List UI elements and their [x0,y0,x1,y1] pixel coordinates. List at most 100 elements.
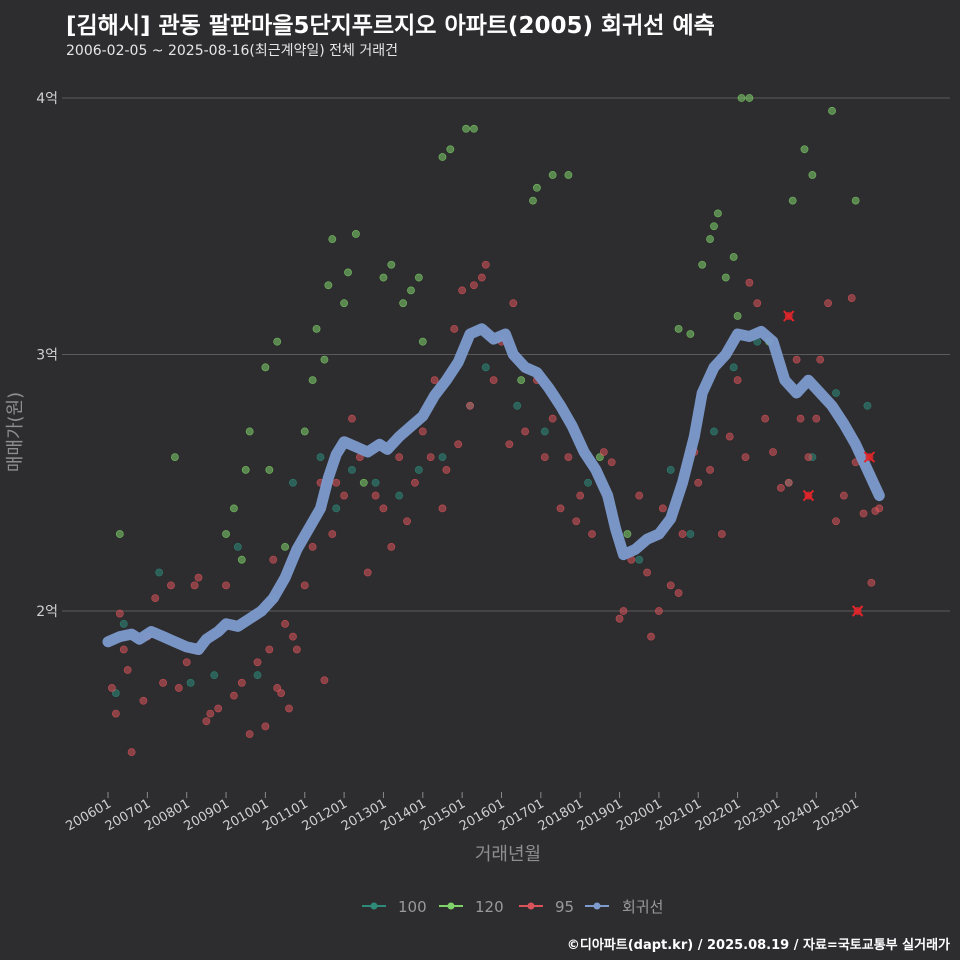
point-95 [450,324,459,333]
point-95 [458,286,467,295]
point-95 [426,453,435,461]
point-95 [717,530,726,538]
point-120 [115,530,124,538]
point-100 [666,466,675,474]
point-95 [576,491,585,500]
point-120 [407,286,415,295]
point-100 [540,427,549,436]
point-95 [635,491,644,500]
point-120 [281,542,289,551]
point-95 [540,453,549,461]
point-95 [348,414,356,423]
chart-subtitle: 2006-02-05 ~ 2025-08-16(최근계약일) 전체 거래건 [66,43,398,59]
point-95 [379,504,388,513]
legend-label: 95 [555,898,574,916]
x-tick-label: 202501 [811,796,861,834]
point-95 [265,645,274,654]
point-95 [733,376,742,385]
legend-label: 120 [475,898,504,916]
point-120 [706,235,714,243]
point-95 [812,414,821,423]
point-95 [320,676,329,685]
point-95 [328,530,337,538]
legend-swatch-dot [447,902,455,910]
point-95 [643,568,651,577]
point-120 [265,466,274,474]
x-axis-title: 거래년월 [475,844,541,865]
point-95 [237,678,246,687]
point-120 [533,183,541,192]
point-95 [403,517,411,526]
point-100 [414,466,423,474]
point-95 [824,299,833,308]
point-120 [564,171,573,179]
point-95 [694,478,703,487]
point-120 [344,268,352,277]
point-100 [119,619,128,628]
point-120 [788,196,797,205]
point-120 [595,453,604,461]
point-100 [863,401,872,410]
point-120 [222,530,230,538]
point-100 [710,427,718,436]
point-95 [300,581,309,590]
point-120 [808,171,817,179]
point-95 [619,607,628,615]
point-120 [462,124,470,133]
y-axis-title: 매매가(원) [5,392,26,472]
point-95 [796,414,805,423]
point-120 [340,299,348,308]
point-95 [678,530,687,538]
point-95 [564,453,573,461]
point-120 [414,273,423,282]
cancelled-x-marker [802,489,815,502]
point-120 [312,324,321,333]
regression-line [102,323,885,655]
point-95 [194,573,203,582]
point-100 [513,401,522,410]
point-95 [108,684,116,692]
point-120 [721,273,730,282]
point-95 [253,658,262,667]
point-120 [733,312,742,320]
point-100 [233,542,242,551]
point-95 [123,666,132,674]
point-95 [741,453,750,461]
point-120 [710,222,718,231]
point-95 [332,478,341,487]
legend-label: 회귀선 [622,898,663,916]
point-120 [698,260,707,269]
cancelled-x-marker [863,451,876,463]
point-95 [599,448,608,456]
y-axis-ticks: 2억 3억 4억 [36,91,58,620]
y-tick-label: 2억 [36,604,58,620]
point-95 [411,478,419,487]
point-120 [800,145,809,154]
point-100 [111,689,120,697]
cancelled-markers [783,310,876,617]
point-95 [151,594,160,603]
point-120 [230,504,238,513]
point-95 [466,401,474,410]
point-95 [867,578,876,587]
point-95 [470,281,478,290]
point-120 [737,94,746,102]
point-120 [446,145,455,154]
point-120 [714,209,722,218]
legend: 100 120 95 회귀선 [362,898,663,916]
point-95 [395,453,404,461]
point-95 [438,504,447,513]
x-axis-ticks: 2006012007012008012009012010012011012012… [64,792,862,834]
point-95 [285,704,293,713]
point-95 [454,440,463,449]
point-120 [851,196,860,205]
point-95 [588,530,596,538]
point-95 [277,689,286,697]
point-100 [832,389,840,397]
point-95 [127,748,136,756]
scatter-points [108,94,884,756]
point-120 [828,106,836,115]
point-95 [289,632,297,641]
point-95 [548,414,557,423]
